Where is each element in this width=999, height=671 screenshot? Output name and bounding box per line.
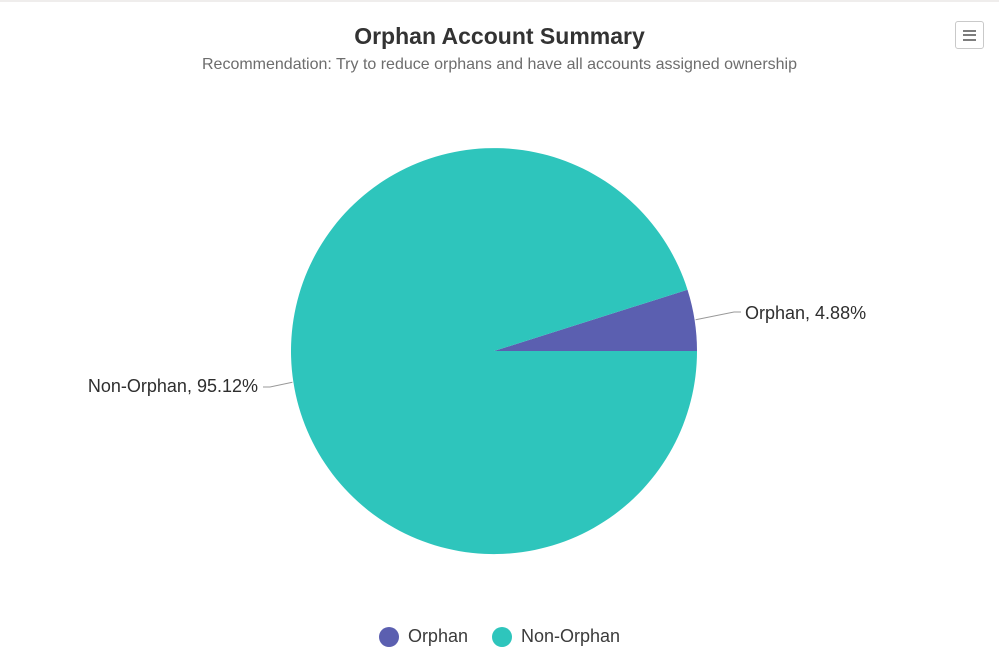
pie-slice-orphan[interactable] [494,289,697,351]
data-label-non-orphan[interactable]: Non-Orphan, 95.12% [87,376,258,396]
data-label-connector [263,381,293,388]
legend-label-orphan: Orphan [407,626,468,646]
legend-swatch-non-orphan [491,626,512,647]
chart-legend: Orphan Non-Orphan [0,626,999,647]
legend-swatch-orphan [378,626,399,647]
hamburger-icon [963,29,976,41]
legend-label-non-orphan: Non-Orphan [520,626,621,646]
pie-slice-non-orphan[interactable] [291,148,697,555]
legend-item-orphan[interactable]: Orphan [378,626,468,647]
legend-item-non-orphan[interactable]: Non-Orphan [491,626,621,647]
chart-context-menu-button[interactable] [955,21,984,49]
data-label-orphan[interactable]: Orphan, 4.88% [745,303,867,323]
chart-subtitle: Recommendation: Try to reduce orphans an… [201,56,797,73]
data-label-connector [695,311,741,321]
chart-title: Orphan Account Summary [354,23,645,49]
